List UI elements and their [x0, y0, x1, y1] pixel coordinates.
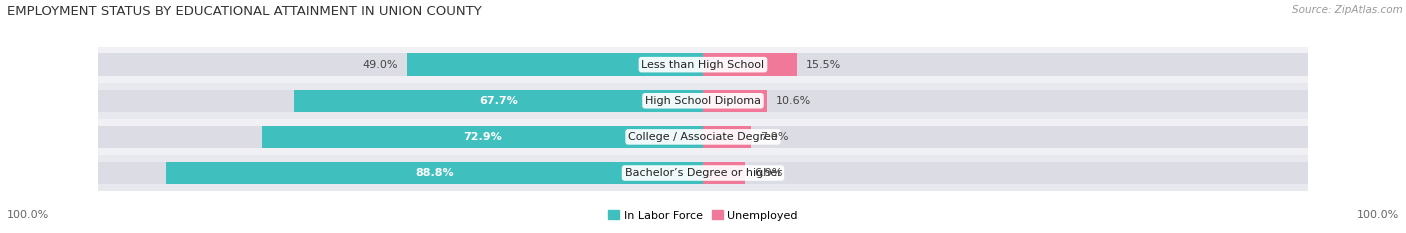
Text: 67.7%: 67.7%: [479, 96, 517, 106]
Text: High School Diploma: High School Diploma: [645, 96, 761, 106]
Text: 100.0%: 100.0%: [7, 210, 49, 220]
Bar: [98, 89, 703, 112]
Text: 72.9%: 72.9%: [463, 132, 502, 142]
Text: EMPLOYMENT STATUS BY EDUCATIONAL ATTAINMENT IN UNION COUNTY: EMPLOYMENT STATUS BY EDUCATIONAL ATTAINM…: [7, 5, 482, 18]
Bar: [703, 89, 768, 112]
Bar: [98, 119, 1308, 155]
Bar: [294, 89, 703, 112]
Text: 10.6%: 10.6%: [776, 96, 811, 106]
Text: 6.9%: 6.9%: [754, 168, 782, 178]
Bar: [703, 89, 1308, 112]
Bar: [406, 53, 703, 76]
Bar: [98, 83, 1308, 119]
Text: Bachelor’s Degree or higher: Bachelor’s Degree or higher: [624, 168, 782, 178]
Bar: [703, 162, 745, 184]
Text: College / Associate Degree: College / Associate Degree: [628, 132, 778, 142]
Bar: [703, 53, 797, 76]
Text: 49.0%: 49.0%: [363, 60, 398, 70]
Bar: [703, 53, 1308, 76]
Bar: [166, 162, 703, 184]
Bar: [263, 126, 703, 148]
Legend: In Labor Force, Unemployed: In Labor Force, Unemployed: [603, 206, 803, 225]
Bar: [703, 162, 1308, 184]
Text: 100.0%: 100.0%: [1357, 210, 1399, 220]
Bar: [703, 126, 1308, 148]
Bar: [703, 126, 751, 148]
Bar: [98, 162, 703, 184]
Bar: [98, 126, 703, 148]
Text: Less than High School: Less than High School: [641, 60, 765, 70]
Bar: [98, 155, 1308, 191]
Bar: [98, 47, 1308, 83]
Text: 88.8%: 88.8%: [415, 168, 454, 178]
Text: 7.9%: 7.9%: [759, 132, 789, 142]
Bar: [98, 53, 703, 76]
Text: Source: ZipAtlas.com: Source: ZipAtlas.com: [1292, 5, 1403, 15]
Text: 15.5%: 15.5%: [806, 60, 841, 70]
